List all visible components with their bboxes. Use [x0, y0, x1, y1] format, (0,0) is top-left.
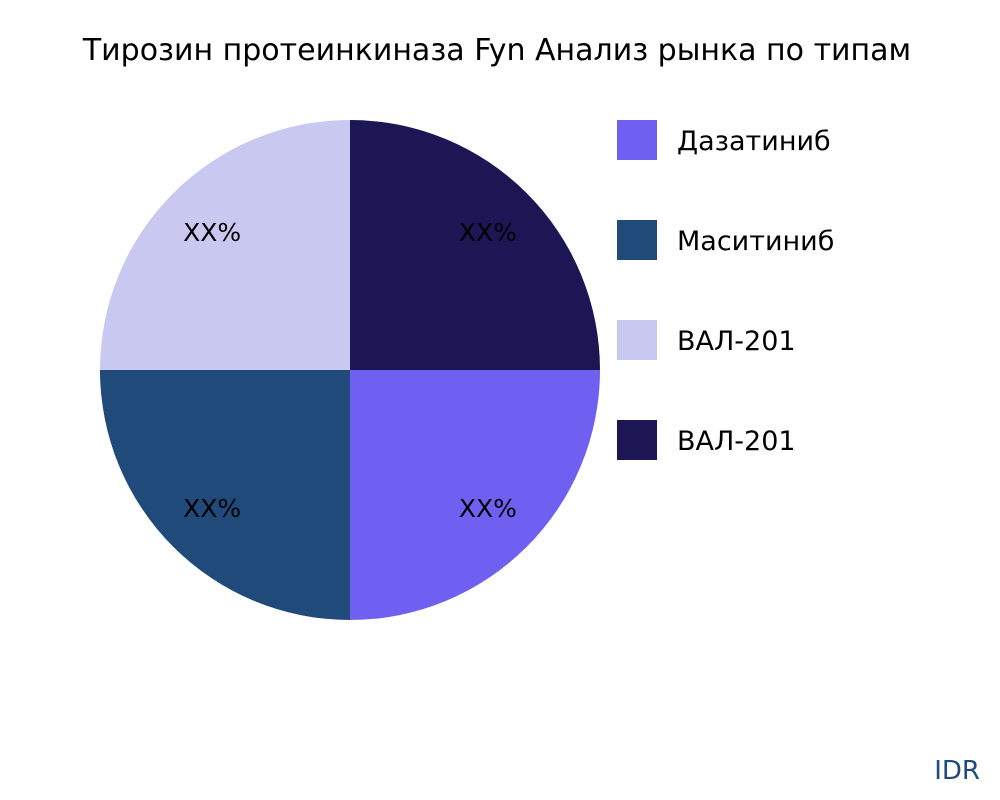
- legend-swatch: [617, 320, 657, 360]
- pie-slice: [350, 120, 600, 370]
- pie-slice: [350, 370, 600, 620]
- legend-label: ВАЛ-201: [677, 326, 796, 357]
- pie-slice: [100, 120, 350, 370]
- legend-label: Дазатиниб: [677, 126, 831, 157]
- legend-swatch: [617, 420, 657, 460]
- slice-label: XX%: [459, 218, 517, 247]
- chart-title: Тирозин протеинкиназа Fyn Анализ рынка п…: [82, 33, 911, 68]
- legend-swatch: [617, 220, 657, 260]
- legend-label: Маситиниб: [677, 226, 834, 257]
- legend-swatch: [617, 120, 657, 160]
- slice-label: XX%: [183, 218, 241, 247]
- brand-logo: IDR: [934, 756, 980, 786]
- pie-slice: [100, 370, 350, 620]
- slice-label: XX%: [183, 494, 241, 523]
- legend-label: ВАЛ-201: [677, 426, 796, 457]
- slice-label: XX%: [459, 494, 517, 523]
